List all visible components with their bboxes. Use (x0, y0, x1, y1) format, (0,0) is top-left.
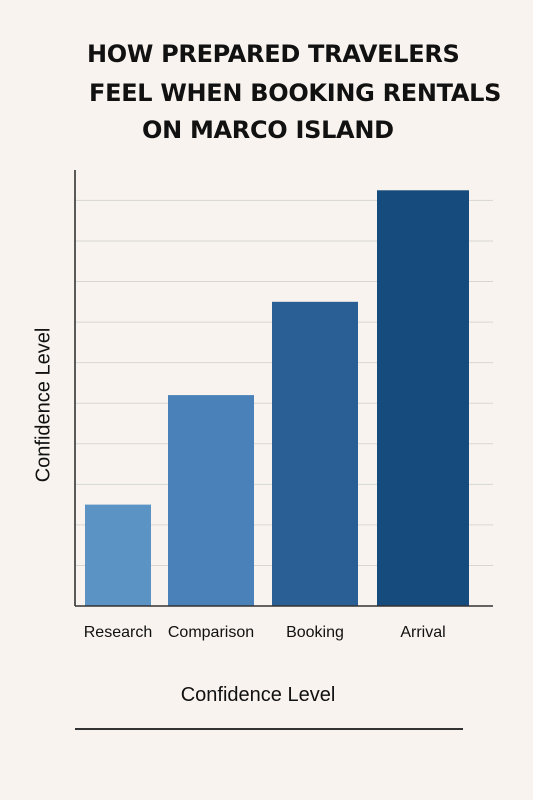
bar-comparison (168, 395, 254, 606)
x-tick-label: Comparison (168, 624, 254, 641)
bar-booking (272, 301, 358, 606)
x-tick-label: Research (84, 624, 152, 641)
x-tick-label: Booking (286, 624, 344, 641)
bar-research (85, 504, 151, 606)
chart-title-line-1: HOW PREPARED TRAVELERS (87, 40, 460, 68)
chart-title-line-3: ON MARCO ISLAND (142, 116, 394, 144)
x-tick-label: Arrival (400, 624, 445, 641)
bar-arrival (377, 190, 469, 607)
y-axis-label: Confidence Level (32, 327, 55, 483)
chart-title-line-2: FEEL WHEN BOOKING RENTALS (89, 79, 502, 107)
x-axis-label: Confidence Level (180, 684, 336, 706)
bottom-divider (75, 728, 463, 730)
